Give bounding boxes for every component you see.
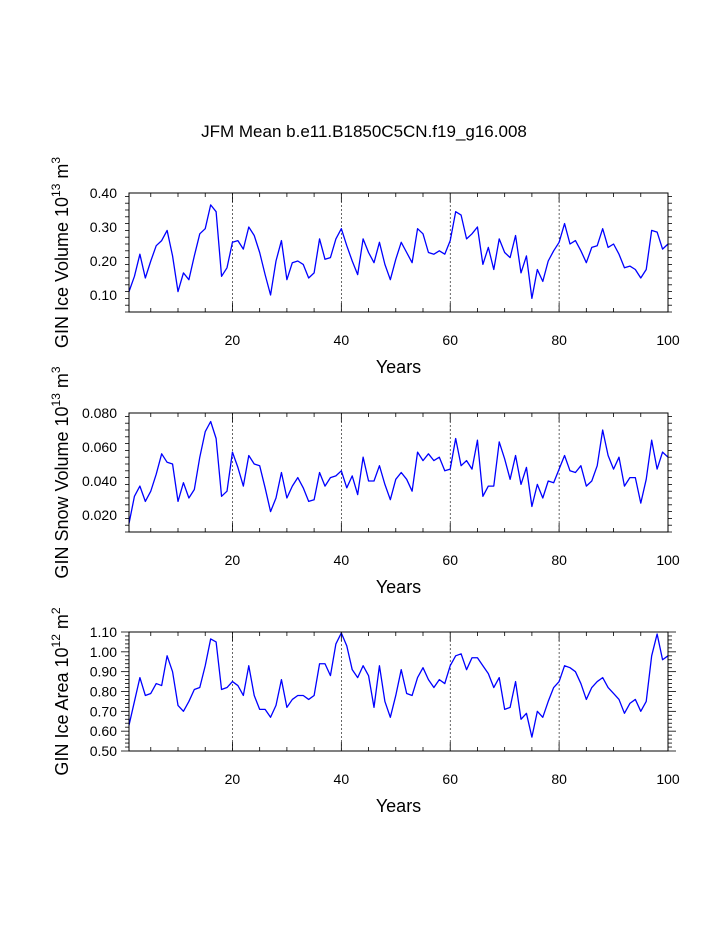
y-tick-label: 1.00 — [90, 644, 117, 660]
y-tick-label: 0.060 — [82, 439, 117, 455]
x-tick-label: 20 — [225, 332, 241, 348]
y-tick-label: 0.50 — [90, 743, 117, 759]
y-axis-label-unit-exponent: 3 — [49, 157, 63, 164]
y-axis-label-main: GIN Ice Volume 10 — [52, 197, 72, 348]
x-tick-label: 40 — [334, 332, 350, 348]
y-tick-label: 0.020 — [82, 507, 117, 523]
x-tick-label: 80 — [551, 332, 567, 348]
y-axis-label-exponent: 13 — [49, 183, 63, 197]
y-tick-label: 0.80 — [90, 684, 117, 700]
x-tick-label: 100 — [656, 332, 680, 348]
x-tick-label: 20 — [225, 552, 241, 568]
y-tick-label: 0.60 — [90, 723, 117, 739]
plot-frame — [128, 412, 669, 533]
y-axis-label-unit: m — [52, 373, 72, 393]
y-tick-label: 0.40 — [90, 185, 117, 201]
figure-title: JFM Mean b.e11.B1850C5CN.f19_g16.008 — [201, 122, 527, 141]
y-axis-label-unit-exponent: 2 — [49, 607, 63, 614]
x-tick-label: 80 — [551, 552, 567, 568]
x-tick-label: 20 — [225, 771, 241, 787]
y-axis-label-unit: m — [52, 614, 72, 634]
y-axis-label-unit: m — [52, 164, 72, 184]
x-axis-label: Years — [376, 796, 421, 816]
x-axis-label: Years — [376, 577, 421, 597]
x-tick-label: 40 — [334, 771, 350, 787]
series-line — [128, 204, 669, 300]
y-tick-label: 0.10 — [90, 287, 117, 303]
chart-panel-3: 0.50 0.60 0.70 0.80 0.90 1.00 1.10 20 40 60 80 100 Y… — [49, 607, 680, 816]
y-tick-label: 0.90 — [90, 664, 117, 680]
x-tick-label: 60 — [442, 552, 458, 568]
chart-panel-2: 0.020 0.040 0.060 0.080 20 40 60 80 100 Years GIN … — [49, 366, 680, 597]
x-tick-label: 100 — [656, 771, 680, 787]
y-axis-label-main: GIN Snow Volume 10 — [52, 406, 72, 578]
y-axis-label: GIN Snow Volume 1013 m3 — [49, 366, 72, 578]
y-axis-label-exponent: 13 — [49, 393, 63, 407]
y-axis-label-main: GIN Ice Area 10 — [52, 647, 72, 775]
y-tick-label: 0.30 — [90, 219, 117, 235]
y-axis-label: GIN Ice Volume 1013 m3 — [49, 157, 72, 348]
y-axis-label: GIN Ice Area 1012 m2 — [49, 607, 72, 775]
y-tick-label: 1.10 — [90, 624, 117, 640]
y-tick-label: 0.040 — [82, 473, 117, 489]
x-tick-label: 60 — [442, 771, 458, 787]
panels: 0.10 0.20 0.30 0.40 20 40 60 80 100 Years GIN Ice … — [49, 157, 680, 816]
x-axis-label: Years — [376, 357, 421, 377]
y-axis-label-unit-exponent: 3 — [49, 366, 63, 373]
y-tick-label: 0.20 — [90, 253, 117, 269]
x-tick-label: 40 — [334, 552, 350, 568]
series-line — [128, 420, 669, 524]
x-tick-label: 100 — [656, 552, 680, 568]
y-axis-label-exponent: 12 — [49, 634, 63, 648]
x-tick-label: 60 — [442, 332, 458, 348]
x-tick-label: 80 — [551, 771, 567, 787]
y-tick-label: 0.70 — [90, 703, 117, 719]
y-tick-label: 0.080 — [82, 405, 117, 421]
chart-panel-1: 0.10 0.20 0.30 0.40 20 40 60 80 100 Years GIN Ice … — [49, 157, 680, 377]
series-line — [128, 632, 669, 738]
plot-frame — [128, 192, 669, 313]
